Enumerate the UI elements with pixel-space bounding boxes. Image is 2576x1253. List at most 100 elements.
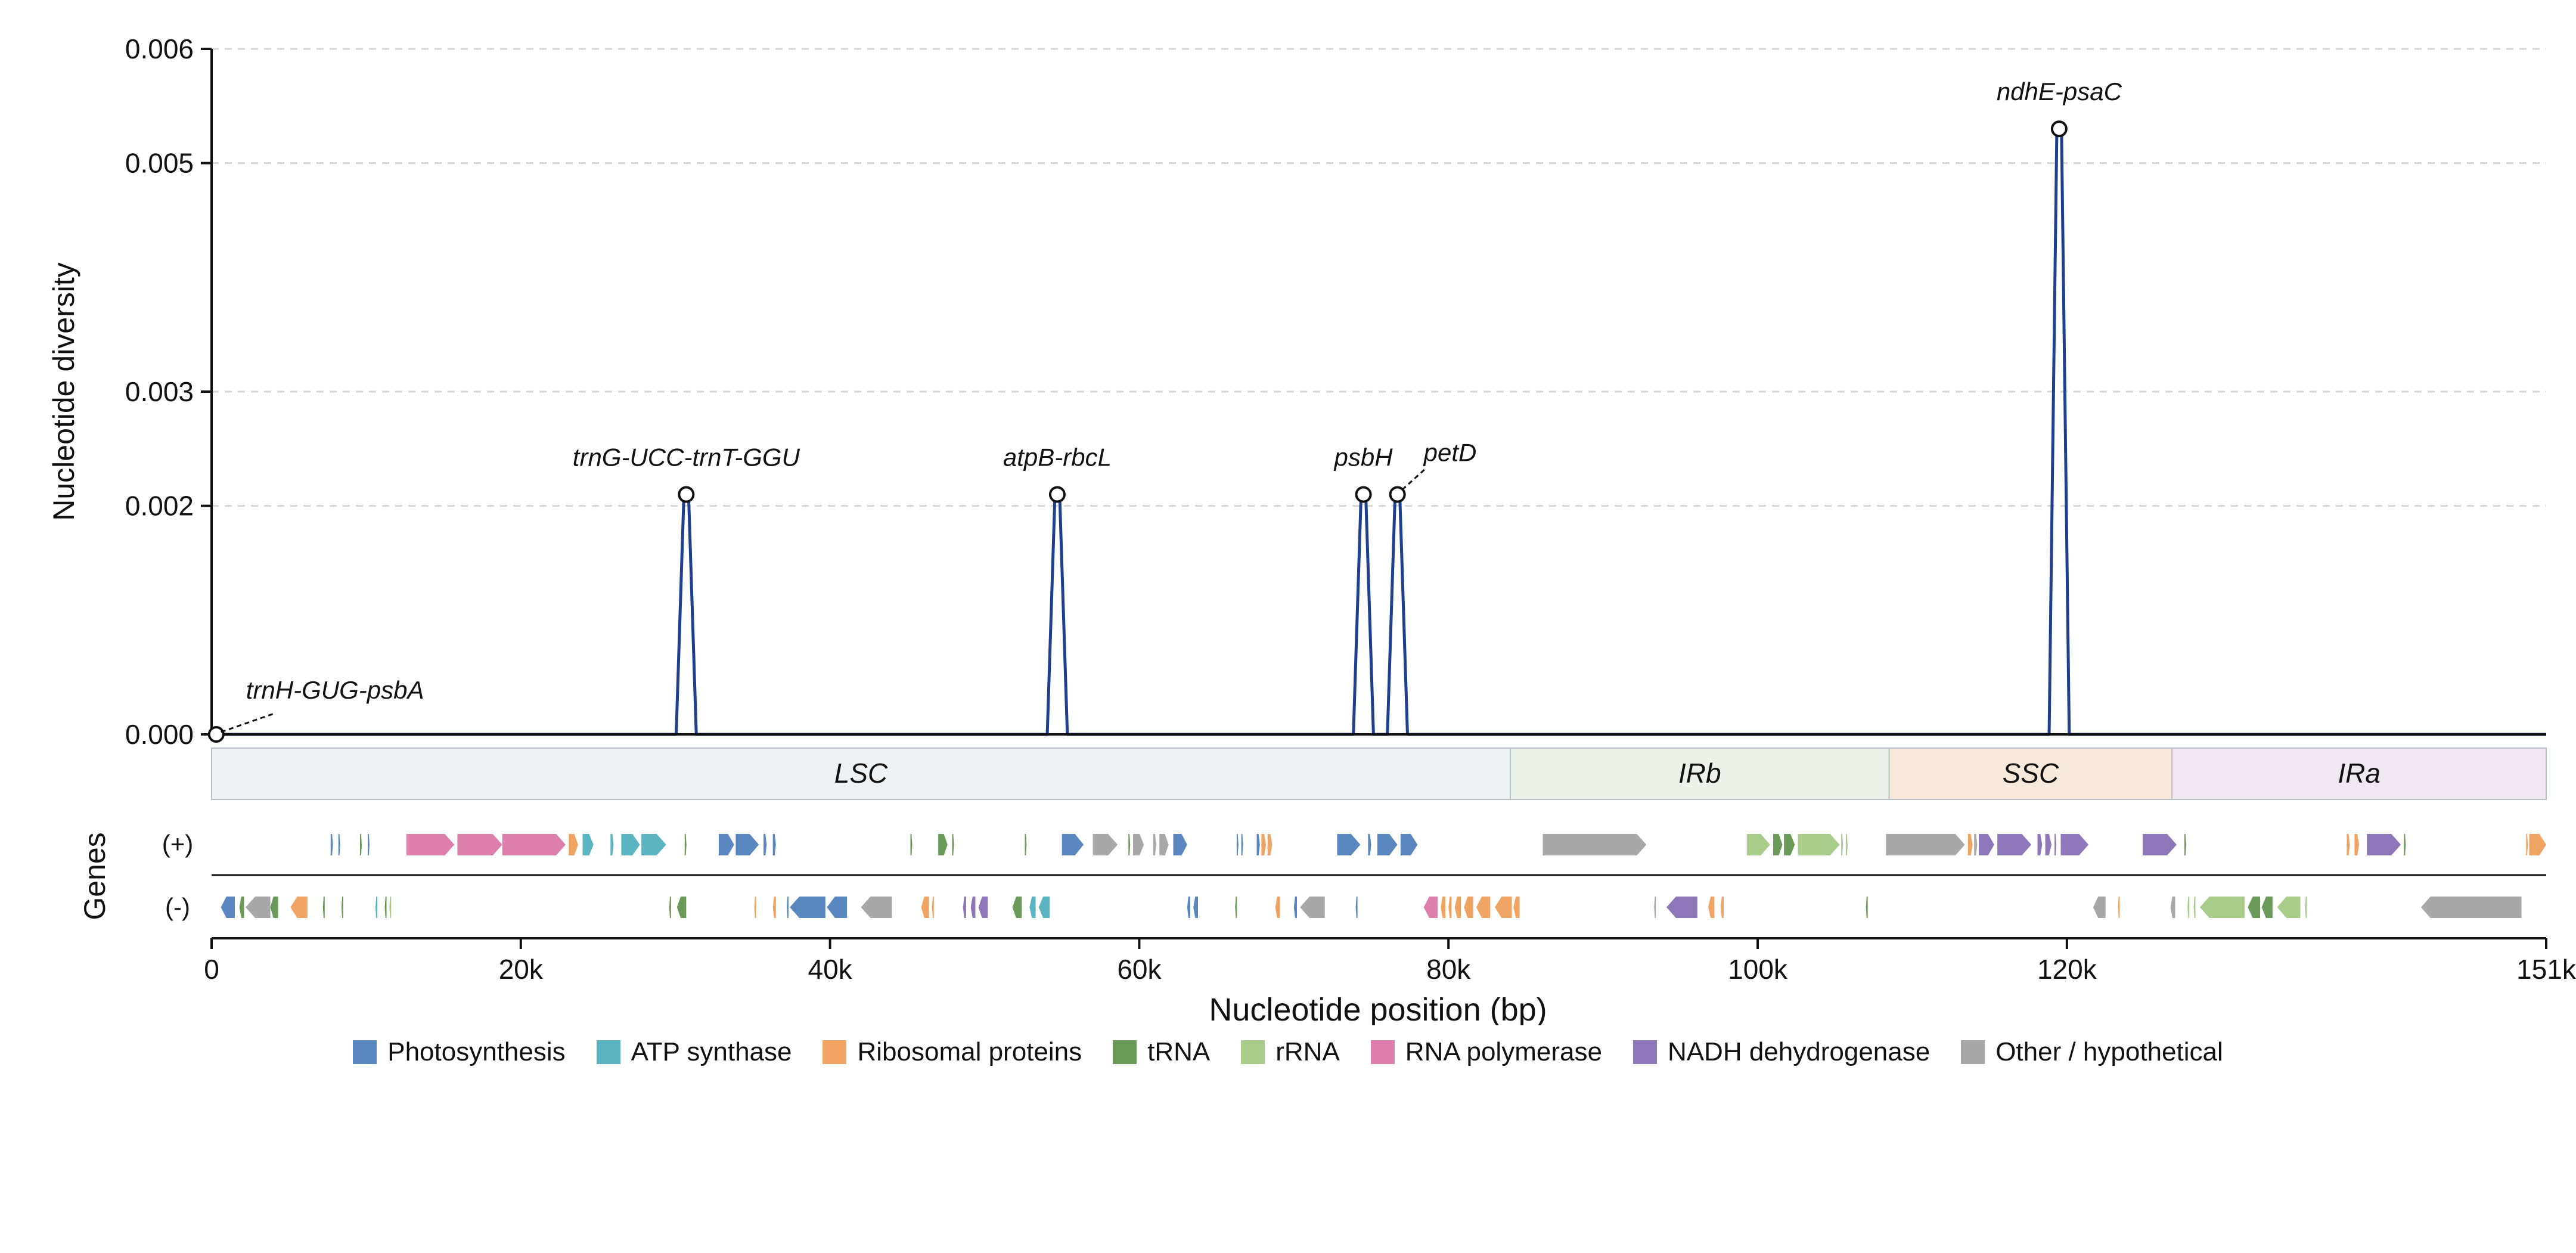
peak-label: atpB-rbcL	[1003, 443, 1112, 472]
x-tick-label: 151k	[2516, 954, 2576, 985]
gene-plus	[1543, 834, 1647, 855]
legend-label: Ribosomal proteins	[857, 1037, 1082, 1066]
gene-plus	[1025, 834, 1027, 855]
gene-minus	[669, 897, 671, 918]
gene-minus	[978, 897, 988, 918]
gene-minus	[1235, 897, 1237, 918]
gene-plus	[718, 834, 734, 855]
region-block	[211, 748, 1511, 800]
gene-plus	[2060, 834, 2089, 855]
gene-minus	[1720, 897, 1724, 918]
gene-plus	[1267, 834, 1273, 855]
gene-plus	[330, 834, 333, 855]
peak-marker	[1048, 486, 1066, 503]
legend-item: NADH dehydrogenase	[1632, 1037, 1930, 1067]
gene-minus	[861, 897, 892, 918]
legend-item: Other / hypothetical	[1961, 1037, 2223, 1067]
gene-tracks	[221, 834, 2546, 918]
legend-item: RNA polymerase	[1370, 1037, 1602, 1067]
gene-minus	[963, 897, 966, 918]
x-tick-label: 0	[204, 954, 219, 985]
legend-swatch	[596, 1040, 620, 1064]
y-tick-label: 0.005	[125, 148, 194, 179]
gene-plus	[406, 834, 455, 855]
gene-plus	[1062, 834, 1084, 855]
peak-marker	[678, 486, 695, 503]
peak-label: trnG-UCC-trnT-GGU	[573, 443, 800, 472]
strand-minus-label: (-)	[165, 893, 190, 921]
y-ticks: 0.000 0.002 0.003 0.005 0.006	[125, 33, 212, 750]
gene-plus	[1841, 834, 1843, 855]
genes-axis-label: Genes	[78, 832, 111, 920]
gene-plus	[2347, 834, 2350, 855]
gene-minus	[2261, 897, 2273, 918]
gene-plus	[1159, 834, 1169, 855]
gene-plus	[938, 834, 948, 855]
x-tick-label: 20k	[499, 954, 544, 985]
gene-minus	[1038, 897, 1050, 918]
gene-plus	[2184, 834, 2186, 855]
gene-plus	[2529, 834, 2546, 855]
gene-plus	[641, 834, 666, 855]
gene-plus	[457, 834, 502, 855]
legend-swatch	[1241, 1040, 1265, 1064]
gene-plus	[2354, 834, 2360, 855]
gene-minus	[1448, 897, 1452, 918]
gene-plus	[684, 834, 687, 855]
gene-minus	[970, 897, 976, 918]
peak-leader-line	[221, 712, 277, 733]
peak-marker	[207, 726, 225, 743]
gene-minus	[772, 897, 776, 918]
gene-plus	[910, 834, 913, 855]
gene-plus	[2142, 834, 2177, 855]
gene-plus	[1236, 834, 1239, 855]
gene-plus	[1997, 834, 2032, 855]
gene-plus	[1093, 834, 1118, 855]
gene-minus	[790, 897, 825, 918]
gene-plus	[1978, 834, 1994, 855]
gene-minus	[322, 897, 325, 918]
legend: Photosynthesis ATP synthase Ribosomal prot…	[0, 1037, 2576, 1067]
grid-lines	[212, 48, 2546, 507]
region-label: LSC	[834, 758, 888, 789]
region-label: SSC	[2003, 758, 2059, 789]
gene-minus	[2199, 897, 2245, 918]
peak-label: petD	[1423, 439, 1477, 467]
gene-minus	[754, 897, 756, 918]
gene-plus	[1173, 834, 1187, 855]
gene-minus	[1495, 897, 1512, 918]
gene-minus	[1708, 897, 1715, 918]
legend-item: Photosynthesis	[353, 1037, 566, 1067]
x-tick-label: 100k	[1728, 954, 1788, 985]
legend-label: tRNA	[1147, 1037, 1211, 1066]
peak-annotations: trnH-GUG-psbA trnG-UCC-trnT-GGU atpB-rbcL p…	[207, 77, 2122, 743]
gene-plus	[1128, 834, 1131, 855]
legend-swatch	[823, 1040, 847, 1064]
gene-plus	[1845, 834, 1848, 855]
legend-label: Photosynthesis	[387, 1037, 566, 1066]
legend-label: Other / hypothetical	[1995, 1037, 2223, 1066]
gene-minus	[2118, 897, 2120, 918]
gene-plus	[952, 834, 954, 855]
gene-minus	[1423, 897, 1438, 918]
region-label: IRa	[2338, 758, 2381, 789]
x-tick-label: 60k	[1117, 954, 1162, 985]
gene-minus	[1355, 897, 1358, 918]
gene-plus	[2367, 834, 2401, 855]
genome-regions: LSC IRb SSC IRa	[211, 748, 2547, 800]
gene-minus	[2170, 897, 2175, 918]
y-tick-label: 0.006	[125, 33, 194, 64]
gene-minus	[2248, 897, 2261, 918]
gene-minus	[1654, 897, 1656, 918]
gene-plus	[735, 834, 759, 855]
gene-plus	[1798, 834, 1840, 855]
peak-marker	[2050, 120, 2068, 138]
gene-plus	[1241, 834, 1243, 855]
gene-minus	[1193, 897, 1198, 918]
gene-minus	[384, 897, 387, 918]
x-tick-label: 120k	[2037, 954, 2097, 985]
y-tick-label: 0.003	[125, 376, 194, 407]
gene-plus	[569, 834, 578, 855]
gene-minus	[221, 897, 235, 918]
strand-plus-label: (+)	[162, 830, 194, 858]
